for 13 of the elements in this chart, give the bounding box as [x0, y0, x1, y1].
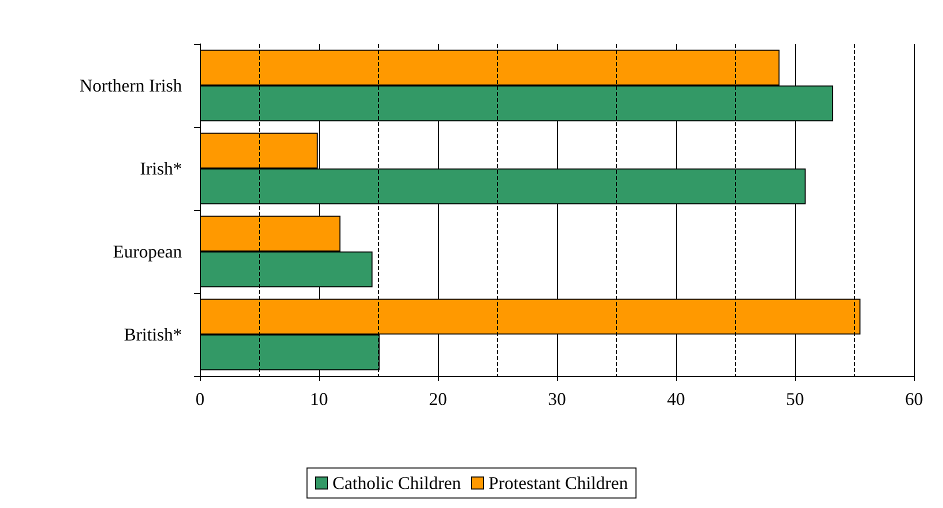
x-tick-label: 60	[905, 389, 923, 409]
x-tick-label: 10	[310, 389, 328, 409]
x-tick-label: 20	[429, 389, 447, 409]
x-tick-label: 40	[667, 389, 685, 409]
y-tick-label: Northern Irish	[80, 76, 182, 96]
y-tick-label: Irish*	[140, 158, 182, 178]
x-tick-label: 0	[196, 389, 204, 409]
legend-label: Protestant Children	[488, 473, 628, 493]
legend-label: Catholic Children	[332, 473, 462, 493]
x-tick-label: 50	[786, 389, 804, 409]
x-tick-label: 30	[548, 389, 566, 409]
y-tick-label: European	[113, 242, 182, 262]
y-tick-label: British*	[124, 324, 182, 344]
